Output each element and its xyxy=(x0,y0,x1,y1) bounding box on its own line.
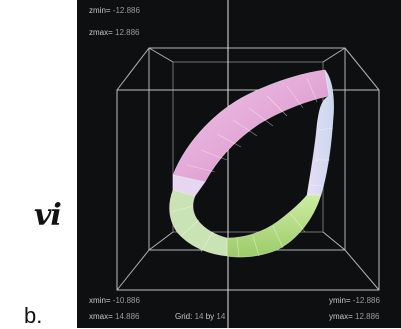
ymax-label: ymax= xyxy=(329,312,353,321)
ymin-readout: ymin= -12.886 xyxy=(329,296,380,305)
xmin-value: -10.886 xyxy=(112,296,140,305)
surface-mesh xyxy=(169,68,335,258)
handwritten-annotation: vi xyxy=(34,198,62,233)
grid-b-value: 14 xyxy=(216,312,226,321)
xmax-label: xmax= xyxy=(89,312,113,321)
zmax-readout: zmax= 12.886 xyxy=(89,28,140,37)
ymin-label: ymin= xyxy=(329,296,351,305)
grid-a-value: 14 xyxy=(194,312,204,321)
zmax-label: zmax= xyxy=(89,28,113,37)
zmax-value: 12.886 xyxy=(115,28,140,37)
ymin-value: -12.886 xyxy=(352,296,380,305)
xmin-readout: xmin= -10.886 xyxy=(89,296,140,305)
zmin-label: zmin= xyxy=(89,6,111,15)
3d-plot-viewer[interactable]: zmin= -12.886 zmax= 12.886 xmin= -10.886… xyxy=(77,0,401,328)
grid-by-label: by xyxy=(205,312,215,321)
ymax-readout: ymax= 12.886 xyxy=(329,312,380,321)
zmin-readout: zmin= -12.886 xyxy=(89,6,140,15)
grid-readout: Grid: 14 by 14 xyxy=(175,312,225,321)
xmax-value: 14.886 xyxy=(115,312,140,321)
grid-label: Grid: xyxy=(175,312,193,321)
xmin-label: xmin= xyxy=(89,296,111,305)
ymax-value: 12.886 xyxy=(355,312,380,321)
xmax-readout: xmax= 14.886 xyxy=(89,312,140,321)
3d-surface-canvas[interactable] xyxy=(77,0,401,328)
panel-label: b. xyxy=(24,303,43,328)
zmin-value: -12.886 xyxy=(112,6,140,15)
